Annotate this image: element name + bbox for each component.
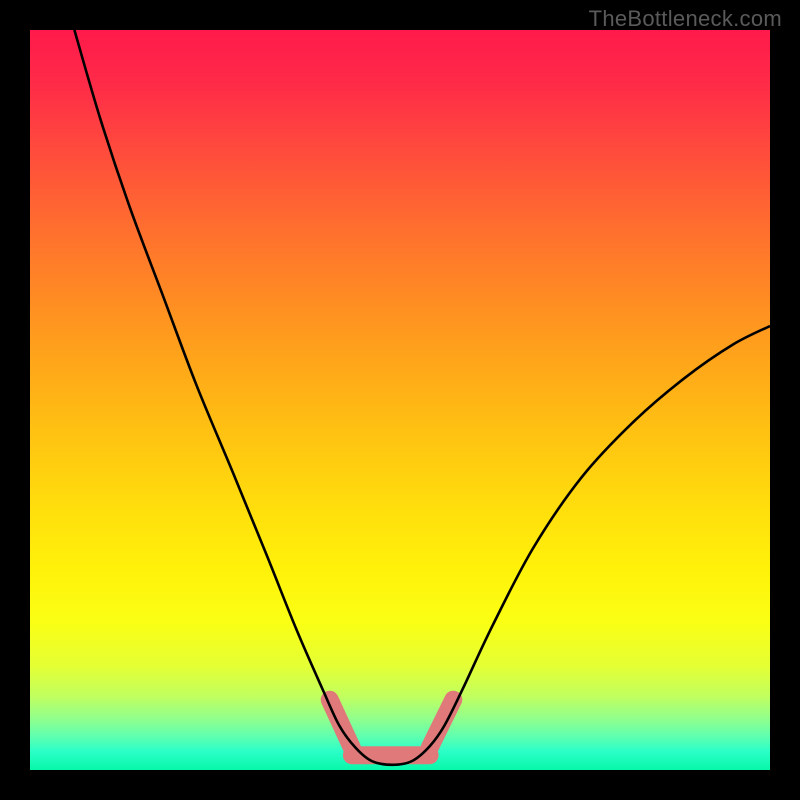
chart-svg <box>30 30 770 770</box>
watermark-text: TheBottleneck.com <box>589 6 782 32</box>
plot-area <box>30 30 770 770</box>
